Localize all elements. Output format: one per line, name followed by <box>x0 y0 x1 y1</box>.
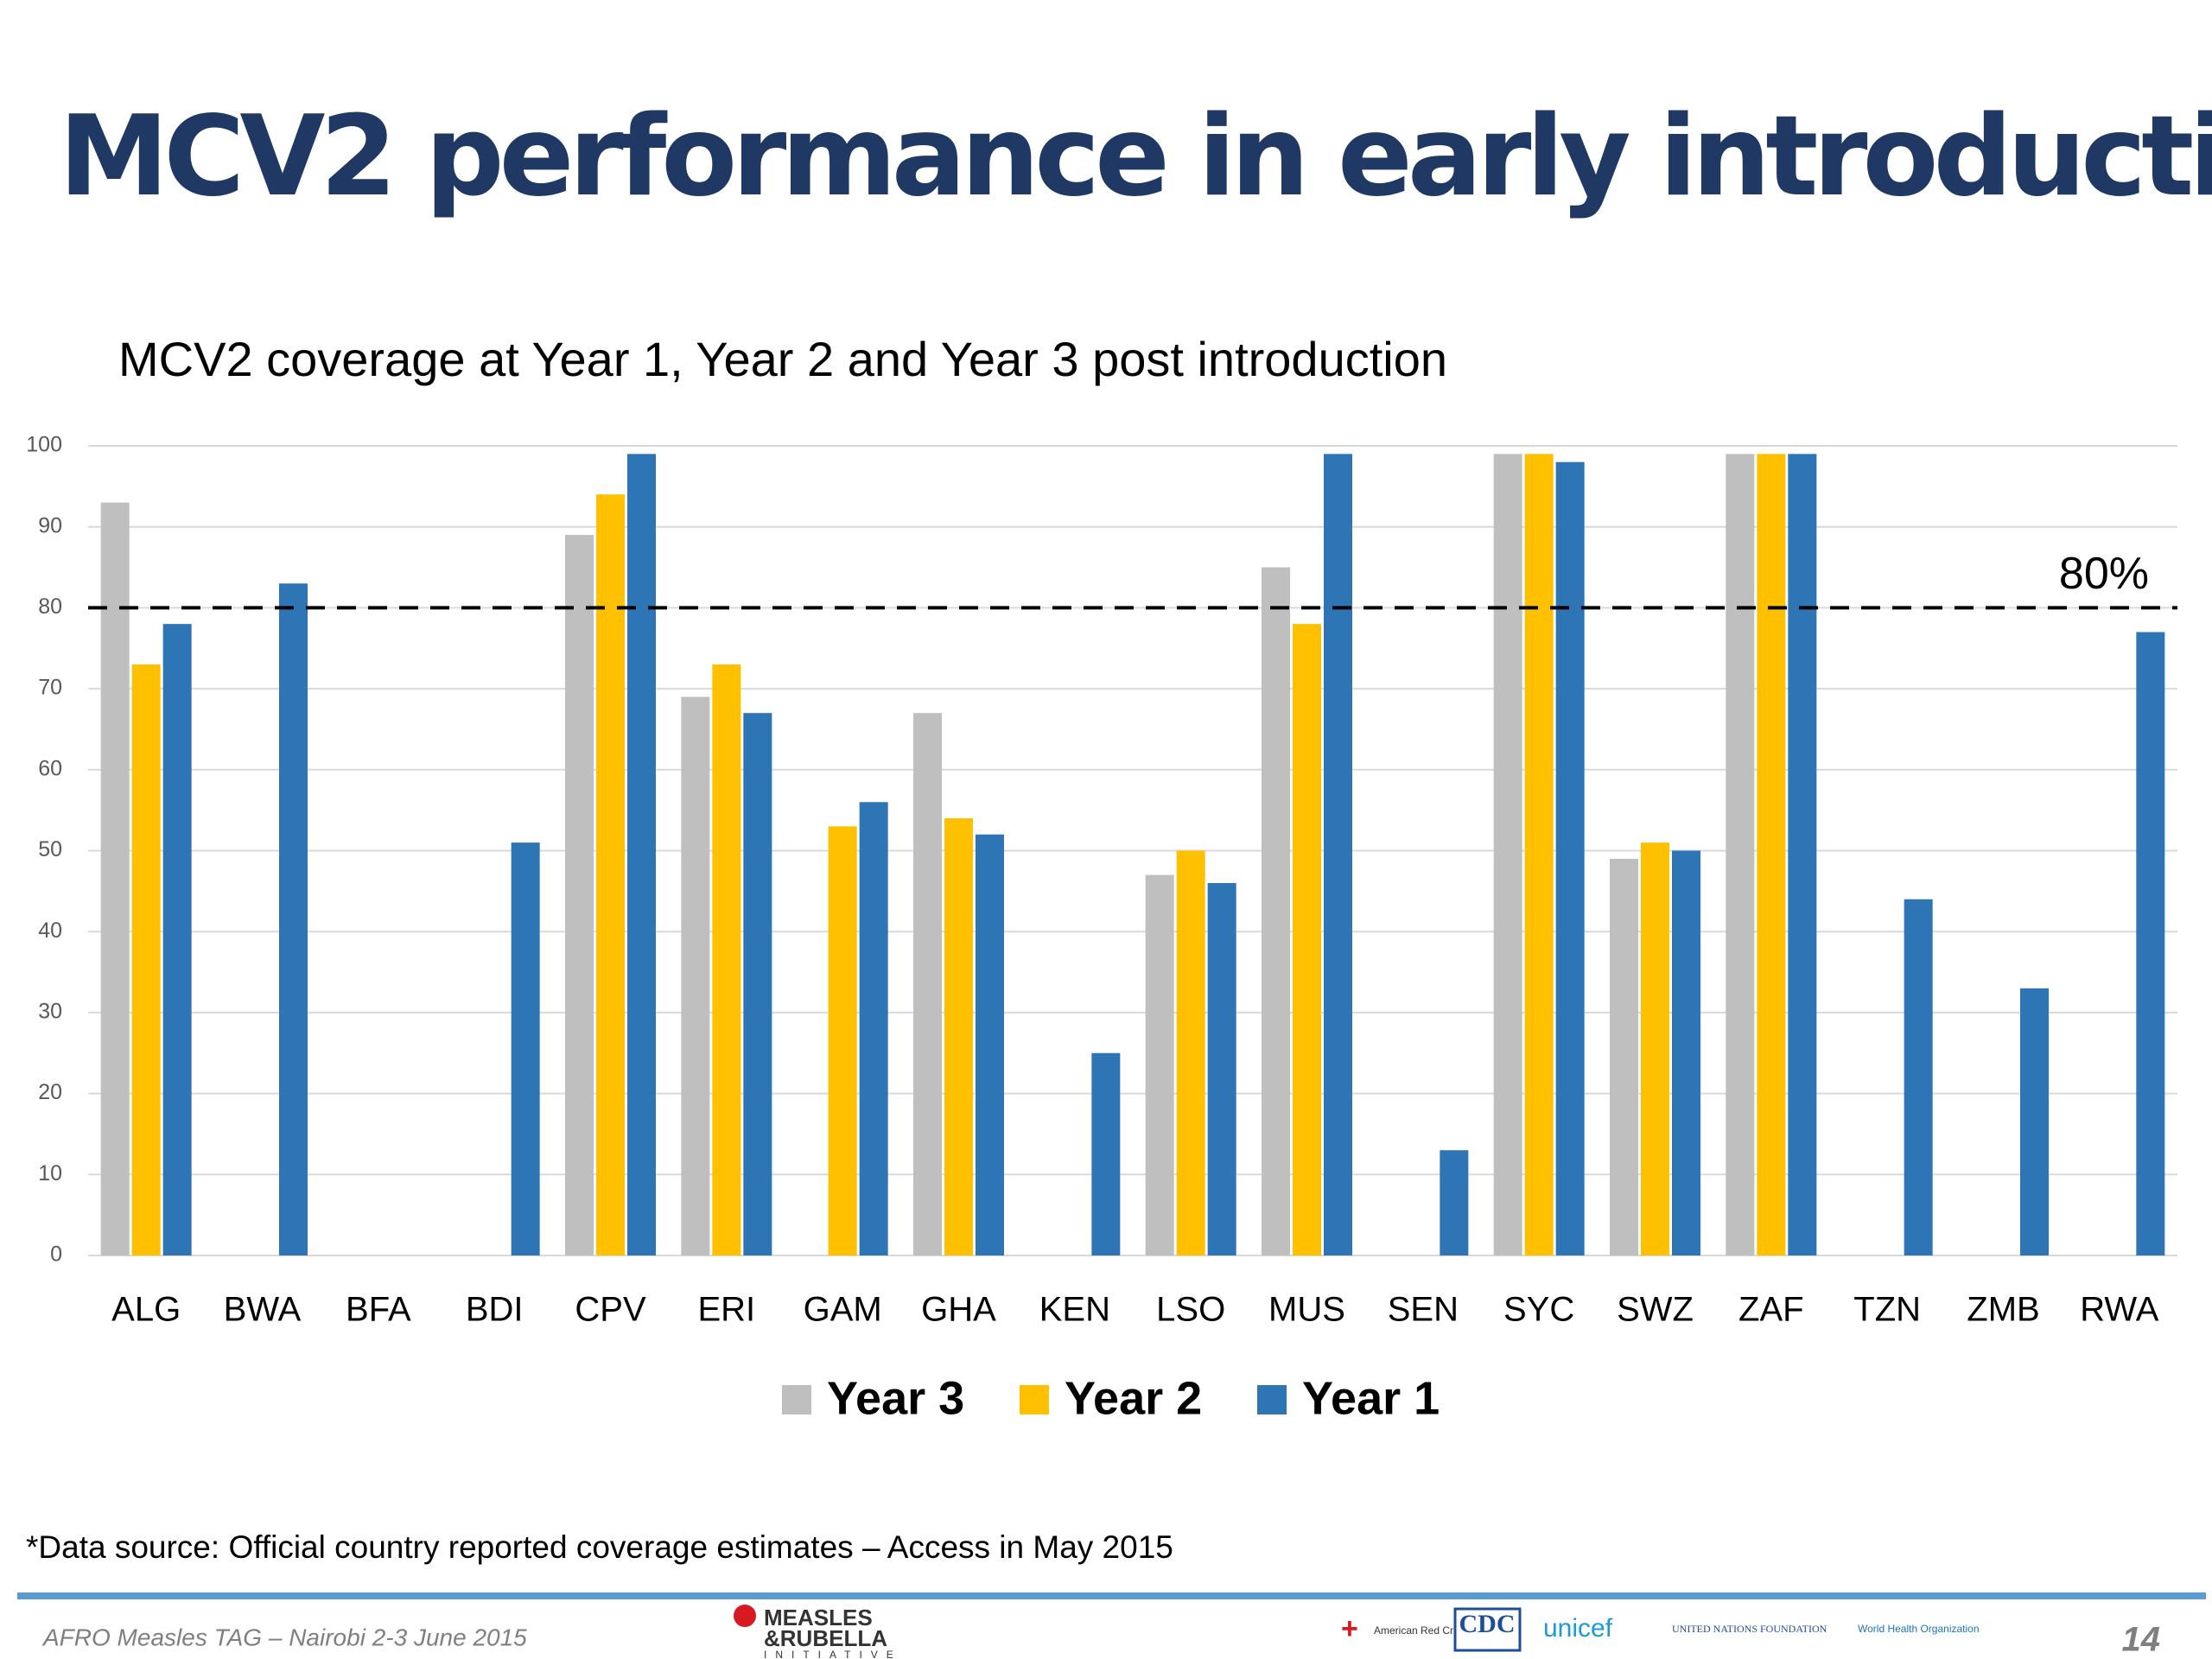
bar <box>859 802 888 1255</box>
bar <box>1262 567 1290 1255</box>
bar <box>1145 874 1174 1255</box>
slide-title: MCV2 performance in early introduction* <box>59 92 2212 221</box>
x-tick-label: LSO <box>1156 1291 1225 1329</box>
bar <box>913 713 942 1255</box>
x-tick-label: GAM <box>804 1291 882 1329</box>
x-tick-label: BFA <box>346 1291 411 1329</box>
bar <box>743 713 772 1255</box>
x-tick-label: SYC <box>1503 1291 1574 1329</box>
bar <box>131 664 161 1255</box>
bar <box>1788 454 1817 1255</box>
bar <box>1524 454 1554 1255</box>
logo-cross: + <box>1341 1612 1358 1645</box>
bar <box>279 583 308 1255</box>
logo-text: World Health Organization <box>1858 1623 1980 1635</box>
reference-label: 80% <box>2059 549 2149 599</box>
page-number: 14 <box>2122 1621 2161 1659</box>
x-tick-label: SWZ <box>1617 1291 1694 1329</box>
x-tick-label: CPV <box>575 1291 646 1329</box>
y-tick-label: 20 <box>38 1080 62 1104</box>
y-tick-label: 0 <box>50 1243 62 1267</box>
bar <box>2020 988 2049 1255</box>
bar <box>976 834 1004 1255</box>
bar <box>1091 1052 1121 1255</box>
legend-label: Year 3 <box>827 1372 964 1424</box>
logo-text: UNITED NATIONS FOUNDATION <box>1672 1623 1827 1635</box>
bar <box>1440 1150 1469 1255</box>
footer-rule <box>17 1592 2206 1599</box>
chart-subtitle: MCV2 coverage at Year 1, Year 2 and Year… <box>118 332 1447 386</box>
x-tick-label: MUS <box>1268 1291 1345 1329</box>
x-tick-label: RWA <box>2080 1291 2158 1329</box>
x-tick-label: TZN <box>1853 1291 1921 1329</box>
logo-text: unicef <box>1543 1614 1613 1643</box>
bar <box>511 842 540 1255</box>
y-tick-label: 80 <box>38 594 62 619</box>
y-tick-label: 70 <box>38 676 62 700</box>
bar <box>162 624 192 1255</box>
bar <box>1641 842 1669 1255</box>
footnote: *Data source: Official country reported … <box>26 1529 1173 1565</box>
x-tick-label: BWA <box>224 1291 302 1329</box>
bar <box>712 664 741 1255</box>
bar <box>596 494 625 1255</box>
bar <box>565 535 594 1255</box>
bar <box>627 454 656 1255</box>
bar <box>1757 454 1786 1255</box>
logo-text: American Red Cross <box>1374 1624 1470 1637</box>
bar <box>1672 850 1700 1255</box>
bar <box>1493 454 1522 1255</box>
bar <box>1610 858 1638 1255</box>
x-tick-label: ALG <box>111 1291 181 1329</box>
logo-text: &RUBELLA <box>764 1625 887 1651</box>
bar <box>1904 899 1933 1255</box>
x-tick-label: GHA <box>921 1291 996 1329</box>
bar <box>828 826 857 1255</box>
y-tick-label: 50 <box>38 837 62 861</box>
x-tick-label: KEN <box>1039 1291 1110 1329</box>
y-tick-label: 60 <box>38 756 62 780</box>
legend-label: Year 1 <box>1302 1372 1440 1424</box>
bar <box>100 502 130 1255</box>
x-tick-label: ERI <box>697 1291 755 1329</box>
bar <box>681 696 710 1255</box>
footer-event: AFRO Measles TAG – Nairobi 2-3 June 2015 <box>41 1624 527 1650</box>
logo-text: INITIATIVE <box>764 1649 902 1659</box>
logo-box <box>1453 1607 1522 1652</box>
bar <box>1207 882 1236 1255</box>
bar <box>1293 624 1321 1255</box>
y-tick-label: 40 <box>38 918 62 943</box>
x-tick-label: SEN <box>1388 1291 1459 1329</box>
bar <box>1176 850 1205 1255</box>
legend-swatch <box>1257 1385 1287 1414</box>
logo-text: CDC <box>1459 1610 1516 1638</box>
bar <box>1324 454 1352 1255</box>
logo-text: MEASLES <box>764 1605 873 1630</box>
y-tick-label: 30 <box>38 1000 62 1024</box>
y-tick-label: 100 <box>26 433 62 457</box>
logo-dot <box>734 1605 756 1627</box>
x-tick-label: ZAF <box>1738 1291 1804 1329</box>
y-tick-label: 10 <box>38 1161 62 1185</box>
bar <box>944 818 973 1255</box>
bar <box>2136 632 2165 1255</box>
bar <box>1726 454 1755 1255</box>
legend-swatch <box>1020 1385 1049 1414</box>
chart: 0 10 20 30 40 50 60 70 80 90 100 ALG BWA BFA BDI CPV ERI… <box>26 433 2177 1424</box>
legend-label: Year 2 <box>1065 1372 1202 1424</box>
x-tick-label: BDI <box>466 1291 524 1329</box>
x-tick-label: ZMB <box>1967 1291 2039 1329</box>
bar <box>1555 461 1585 1255</box>
y-tick-label: 90 <box>38 513 62 537</box>
legend-swatch <box>782 1385 811 1414</box>
